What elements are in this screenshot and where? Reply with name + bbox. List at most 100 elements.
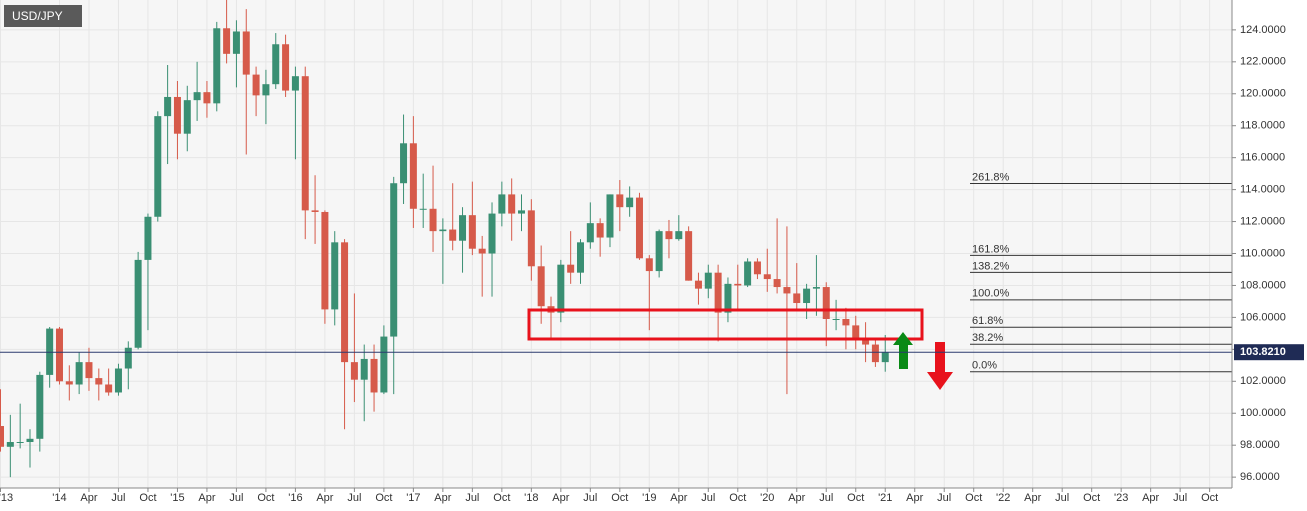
candle-body xyxy=(380,336,388,393)
candle-body xyxy=(459,215,467,241)
candle-body xyxy=(419,208,427,210)
candle-body xyxy=(370,358,378,393)
candle-body xyxy=(508,194,516,214)
candle-body xyxy=(223,28,231,54)
y-tick-label: 100.0000 xyxy=(1240,407,1286,419)
x-tick-label: Oct xyxy=(1201,492,1218,504)
candle-body xyxy=(400,143,408,184)
candle-body xyxy=(842,318,850,326)
y-tick-label: 110.0000 xyxy=(1240,247,1285,259)
y-tick-label: 124.0000 xyxy=(1240,24,1286,36)
candle-body xyxy=(822,287,830,319)
candle-body xyxy=(518,210,526,214)
candle-body xyxy=(26,438,34,442)
candle-body xyxy=(852,325,860,339)
candle-body xyxy=(783,287,791,294)
y-tick-label: 116.0000 xyxy=(1240,152,1285,164)
candle-body xyxy=(439,229,447,232)
candle-body xyxy=(272,44,280,85)
candle-body xyxy=(55,328,63,382)
candle-body xyxy=(124,347,132,369)
x-tick-label: '16 xyxy=(288,492,302,504)
fib-label: 261.8% xyxy=(972,171,1010,183)
x-tick-label: '23 xyxy=(1114,492,1128,504)
fib-label: 38.2% xyxy=(972,332,1003,344)
candle-body xyxy=(291,76,299,91)
x-tick-label: Apr xyxy=(434,492,451,504)
candle-body xyxy=(203,92,211,104)
x-tick-label: '22 xyxy=(996,492,1010,504)
candle-body xyxy=(449,229,457,241)
candles xyxy=(0,0,889,478)
candle-body xyxy=(468,215,476,249)
x-tick-label: '15 xyxy=(170,492,184,504)
candle-body xyxy=(262,84,270,96)
x-tick-label: '17 xyxy=(406,492,420,504)
x-tick-label: '14 xyxy=(52,492,66,504)
x-tick-label: Apr xyxy=(552,492,569,504)
candle-body xyxy=(675,231,683,240)
candle-body xyxy=(16,441,24,443)
y-tick-label: 118.0000 xyxy=(1240,120,1285,132)
candle-body xyxy=(331,242,339,310)
y-tick-label: 122.0000 xyxy=(1240,56,1286,68)
candle-body xyxy=(793,293,801,304)
y-tick-label: 108.0000 xyxy=(1240,279,1286,291)
fib-label: 161.8% xyxy=(972,243,1010,255)
candle-body xyxy=(360,358,368,380)
x-tick-label: Apr xyxy=(198,492,215,504)
y-tick-label: 96.0000 xyxy=(1240,471,1280,483)
candle-body xyxy=(390,183,398,337)
candle-body xyxy=(350,362,358,380)
arrow-shaft xyxy=(899,344,908,369)
candle-body xyxy=(626,197,634,208)
x-tick-label: Oct xyxy=(847,492,864,504)
fib-label: 100.0% xyxy=(972,288,1010,300)
x-tick-label: Jul xyxy=(1055,492,1069,504)
zone-box xyxy=(527,308,924,341)
candle-body xyxy=(213,28,221,104)
x-tick-label: Oct xyxy=(493,492,510,504)
arrow-shaft xyxy=(935,342,945,373)
candle-body xyxy=(724,283,732,313)
y-tick-label: 98.0000 xyxy=(1240,439,1280,451)
annotations: 261.8% 161.8% 138.2% 100.0% 61.8% 38.2% 0.0% xyxy=(0,171,1232,390)
candle-body xyxy=(242,31,250,75)
candle-body xyxy=(655,231,663,272)
x-tick-label: Jul xyxy=(819,492,833,504)
candle-body xyxy=(773,279,781,288)
candle-body xyxy=(173,96,181,134)
x-tick-label: Apr xyxy=(670,492,687,504)
candle-body xyxy=(0,426,4,447)
x-tick-label: Jul xyxy=(465,492,479,504)
candle-body xyxy=(488,213,496,254)
candle-body xyxy=(685,231,693,281)
x-tick-label: Jul xyxy=(937,492,951,504)
arrow-head xyxy=(893,332,913,345)
candle-body xyxy=(75,362,83,385)
candle-body xyxy=(537,266,545,307)
candle-body xyxy=(635,197,643,259)
candle-body xyxy=(341,242,349,363)
x-tick-label: Apr xyxy=(316,492,333,504)
fib-label: 61.8% xyxy=(972,315,1003,327)
candle-body xyxy=(694,280,702,289)
candle-body xyxy=(832,318,840,320)
candle-body xyxy=(645,258,653,272)
x-tick-label: Jul xyxy=(583,492,597,504)
candle-body xyxy=(527,210,535,267)
x-tick-label: Oct xyxy=(1083,492,1100,504)
candle-body xyxy=(282,44,290,91)
candle-body xyxy=(114,368,122,393)
candle-body xyxy=(95,378,103,385)
candle-body xyxy=(586,223,594,243)
x-tick-label: Oct xyxy=(729,492,746,504)
down-arrow xyxy=(927,342,953,390)
y-tick-label: 120.0000 xyxy=(1240,88,1286,100)
x-tick-label: Apr xyxy=(906,492,923,504)
symbol-title: USD/JPY xyxy=(12,9,63,23)
fib-label: 138.2% xyxy=(972,260,1010,272)
candle-body xyxy=(154,116,162,217)
candle-body xyxy=(734,283,742,286)
